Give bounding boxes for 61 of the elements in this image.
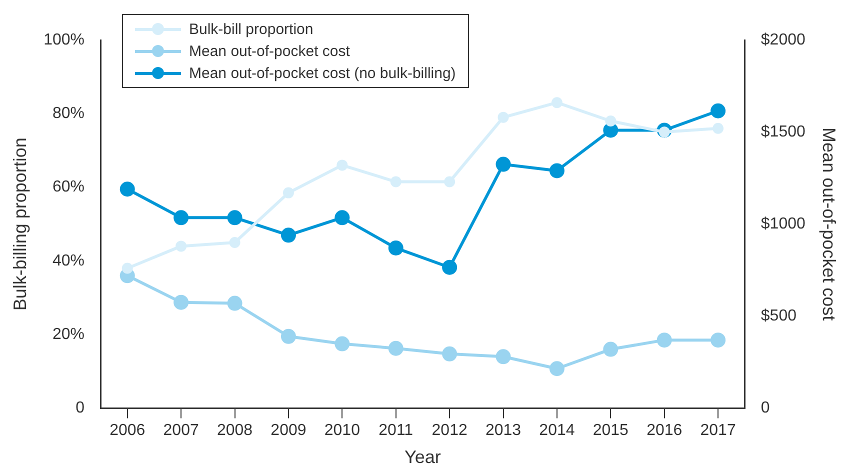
y2-tick-label: 0: [760, 400, 770, 417]
legend-label: Mean out-of-pocket cost (no bulk-billing): [189, 64, 456, 82]
y-tick-label: 60%: [52, 178, 85, 196]
legend-label: Mean out-of-pocket cost: [189, 42, 350, 60]
x-tick-label: 2008: [216, 422, 253, 440]
point: [603, 342, 618, 357]
point: [334, 210, 350, 226]
x-tick-label: 2007: [163, 422, 199, 440]
y2-axis-title: Mean out-of-pocket cost: [819, 128, 840, 321]
y2-tick-label: $1500: [760, 123, 806, 140]
point: [176, 240, 187, 252]
point: [444, 176, 456, 188]
x-tick-label: 2012: [432, 422, 468, 440]
legend-label: Bulk-bill proportion: [189, 20, 314, 38]
point: [334, 336, 350, 352]
y2-tick-label: $1000: [760, 216, 806, 233]
point: [388, 240, 404, 256]
y2-tick-label: $2000: [760, 31, 806, 48]
x-tick-label: 2011: [378, 422, 414, 440]
point: [227, 210, 242, 226]
point: [122, 262, 133, 274]
point: [656, 332, 672, 348]
point: [229, 237, 240, 248]
x-tick-label: 2015: [592, 422, 629, 440]
point: [442, 260, 458, 275]
x-tick-label: 2006: [110, 422, 146, 440]
point: [336, 160, 348, 171]
x-tick-label: 2010: [324, 422, 360, 440]
point: [442, 346, 458, 362]
point: [227, 296, 242, 311]
x-tick-label: 2009: [270, 422, 306, 440]
y-tick-label: 0: [76, 400, 85, 417]
y-axis-title: Bulk-billing proportion: [10, 138, 30, 311]
y2-tick-label: $500: [760, 308, 797, 325]
point: [174, 210, 189, 226]
y-tick-label: 40%: [52, 252, 85, 270]
point: [496, 156, 511, 172]
y-tick-label: 20%: [52, 326, 85, 343]
point: [712, 122, 724, 134]
x-tick-label: 2017: [700, 422, 736, 440]
point: [498, 112, 509, 123]
point: [388, 340, 404, 356]
point: [551, 97, 562, 108]
point: [282, 187, 294, 198]
point: [549, 361, 564, 376]
x-tick-label: 2016: [646, 422, 682, 440]
point: [280, 328, 296, 344]
point: [174, 294, 189, 310]
point: [549, 163, 564, 178]
y-tick-label: 80%: [52, 105, 85, 122]
point: [496, 349, 511, 364]
x-tick-label: 2014: [539, 422, 575, 440]
x-axis-title: Year: [404, 447, 441, 468]
point: [120, 182, 135, 197]
point: [280, 228, 296, 243]
y-tick-label: 100%: [44, 31, 85, 48]
point: [605, 116, 616, 127]
point: [710, 103, 726, 118]
point: [390, 176, 402, 188]
x-tick-label: 2013: [485, 422, 522, 440]
point: [710, 332, 726, 348]
